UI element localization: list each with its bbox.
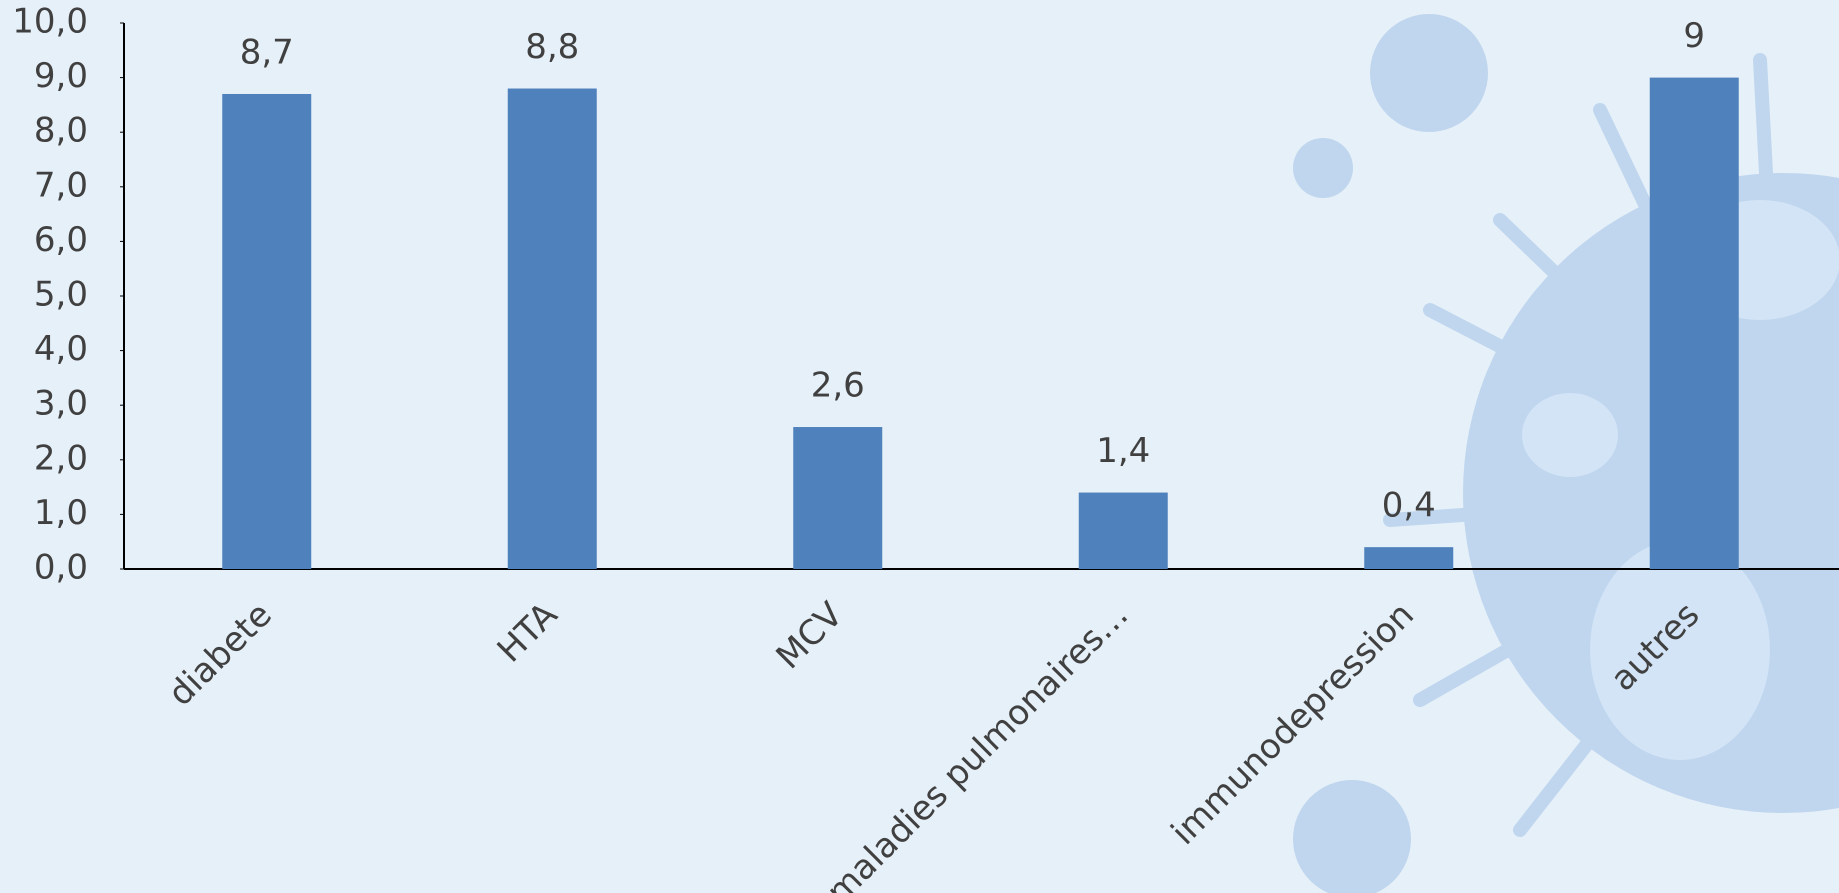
bar xyxy=(1649,77,1739,569)
y-tick-label: 2,0 xyxy=(34,438,88,478)
bar xyxy=(507,88,597,570)
value-label: 8,7 xyxy=(240,32,294,72)
value-label: 8,8 xyxy=(525,27,579,67)
value-label: 2,6 xyxy=(811,366,865,406)
bar xyxy=(222,93,312,569)
y-tick-label: 10,0 xyxy=(12,2,88,42)
bar xyxy=(1364,547,1454,569)
bar xyxy=(1078,492,1168,569)
bar xyxy=(793,427,883,569)
y-tick-label: 9,0 xyxy=(34,56,88,96)
y-tick-label: 1,0 xyxy=(34,493,88,533)
y-tick-label: 4,0 xyxy=(34,329,88,369)
y-tick-label: 3,0 xyxy=(34,384,88,424)
y-tick-label: 5,0 xyxy=(34,275,88,315)
y-tick-label: 0,0 xyxy=(34,548,88,588)
value-label: 1,4 xyxy=(1096,431,1150,471)
value-label: 9 xyxy=(1683,16,1705,56)
y-tick-label: 6,0 xyxy=(34,220,88,260)
y-tick-label: 8,0 xyxy=(34,111,88,151)
value-label: 0,4 xyxy=(1382,486,1436,526)
y-tick-label: 7,0 xyxy=(34,165,88,205)
